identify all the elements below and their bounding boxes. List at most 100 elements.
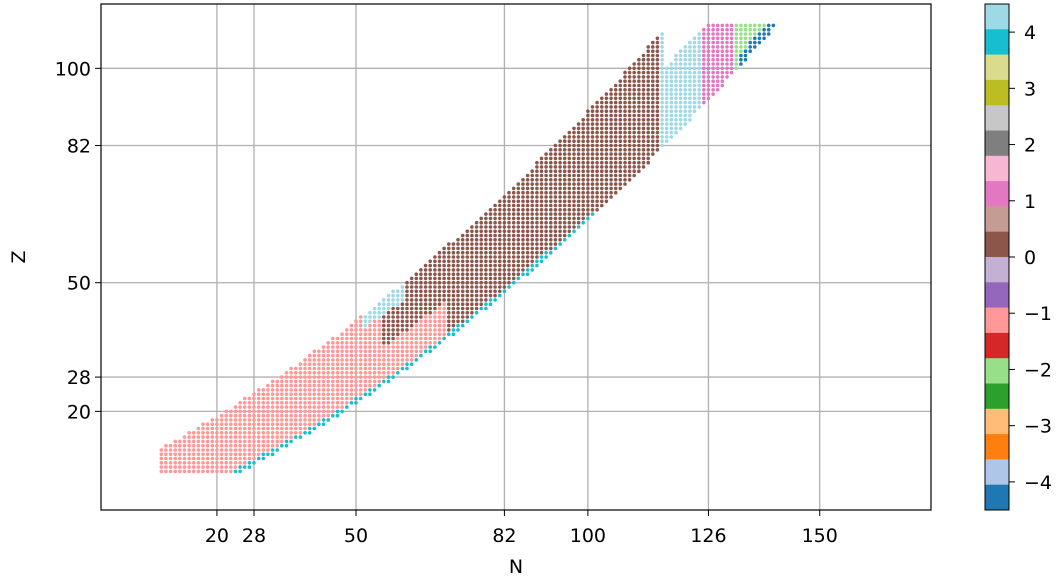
nuclide-point: [409, 276, 414, 281]
nuclide-point: [595, 182, 599, 186]
nuclide-point: [307, 353, 312, 358]
nuclide-point: [660, 96, 664, 101]
nuclide-point: [586, 203, 590, 208]
nuclide-point: [437, 302, 442, 307]
nuclide-point: [581, 152, 585, 156]
nuclide-point: [460, 289, 465, 294]
nuclide-point: [349, 336, 354, 341]
nuclide-point: [762, 27, 766, 32]
nuclide-point: [627, 100, 632, 105]
nuclide-point: [762, 23, 766, 28]
nuclide-point: [470, 263, 474, 268]
nuclide-point: [270, 443, 275, 448]
nuclide-point: [627, 83, 632, 88]
nuclide-point: [317, 396, 321, 401]
nuclide-point: [590, 208, 595, 212]
nuclide-point: [298, 379, 303, 384]
nuclide-point: [317, 366, 321, 371]
nuclide-point: [683, 88, 687, 92]
nuclide-point: [507, 246, 511, 251]
nuclide-point: [372, 362, 377, 367]
nuclide-point: [590, 143, 595, 148]
nuclide-point: [637, 83, 641, 88]
nuclide-point: [572, 173, 576, 178]
nuclide-point: [312, 418, 317, 422]
nuclide-point: [535, 165, 539, 169]
nuclide-point: [655, 118, 660, 122]
nuclide-point: [530, 259, 534, 264]
nuclide-point: [284, 422, 289, 427]
nuclide-point: [349, 358, 354, 362]
nuclide-point: [739, 45, 743, 49]
nuclide-point: [627, 113, 632, 118]
nuclide-point: [261, 405, 266, 409]
nuclide-point: [474, 220, 479, 225]
nuclide-point: [507, 250, 511, 255]
nuclide-point: [632, 113, 636, 118]
nuclide-point: [409, 319, 414, 324]
nuclide-point: [191, 435, 196, 439]
nuclide-point: [238, 439, 242, 444]
nuclide-point: [396, 310, 400, 315]
nuclide-point: [697, 66, 701, 71]
nuclide-point: [326, 362, 331, 367]
nuclide-point: [340, 366, 344, 371]
nuclide-point: [664, 88, 669, 92]
nuclide-point: [414, 276, 419, 281]
nuclide-point: [706, 70, 711, 75]
nuclide-point: [743, 32, 748, 36]
nuclide-point: [187, 448, 191, 452]
nuclide-point: [600, 190, 604, 195]
nuclide-point: [521, 186, 525, 191]
nuclide-point: [303, 405, 307, 409]
nuclide-point: [562, 208, 567, 212]
nuclide-point: [298, 383, 303, 388]
nuclide-point: [164, 469, 168, 474]
nuclide-point: [289, 435, 293, 439]
nuclide-point: [581, 216, 585, 221]
nuclide-point: [535, 259, 539, 264]
nuclide-point: [210, 426, 215, 431]
nuclide-point: [460, 259, 465, 264]
nuclide-point: [423, 285, 428, 289]
x-tick-label: 82: [492, 525, 516, 547]
nuclide-point: [331, 366, 335, 371]
nuclide-point: [224, 465, 228, 469]
nuclide-point: [266, 413, 270, 418]
nuclide-point: [549, 152, 553, 156]
nuclide-point: [493, 238, 497, 242]
nuclide-point: [683, 45, 687, 49]
nuclide-point: [484, 263, 488, 268]
nuclide-point: [674, 118, 678, 122]
nuclide-point: [502, 225, 507, 229]
nuclide-point: [553, 246, 558, 251]
nuclide-point: [595, 100, 599, 105]
nuclide-point: [354, 328, 358, 332]
nuclide-point: [567, 199, 572, 204]
nuclide-point: [331, 353, 335, 358]
nuclide-point: [382, 310, 386, 315]
nuclide-point: [706, 49, 711, 53]
nuclide-point: [447, 272, 451, 277]
nuclide-point: [600, 160, 604, 165]
nuclide-point: [275, 401, 280, 405]
nuclide-point: [368, 336, 372, 341]
nuclide-point: [725, 53, 729, 58]
nuclide-point: [613, 100, 618, 105]
nuclide-point: [460, 272, 465, 277]
nuclide-point: [382, 336, 386, 341]
nuclide-point: [210, 461, 215, 465]
nuclide-point: [210, 456, 215, 461]
nuclide-point: [196, 461, 201, 465]
nuclide-point: [261, 422, 266, 427]
nuclide-point: [419, 293, 423, 298]
nuclide-point: [433, 289, 437, 294]
nuclide-point: [391, 371, 395, 375]
nuclide-point: [451, 242, 456, 246]
nuclide-point: [618, 178, 623, 182]
nuclide-point: [423, 345, 428, 349]
nuclide-point: [600, 152, 604, 156]
nuclide-point: [210, 431, 215, 435]
nuclide-point: [748, 36, 752, 41]
nuclide-point: [433, 293, 437, 298]
